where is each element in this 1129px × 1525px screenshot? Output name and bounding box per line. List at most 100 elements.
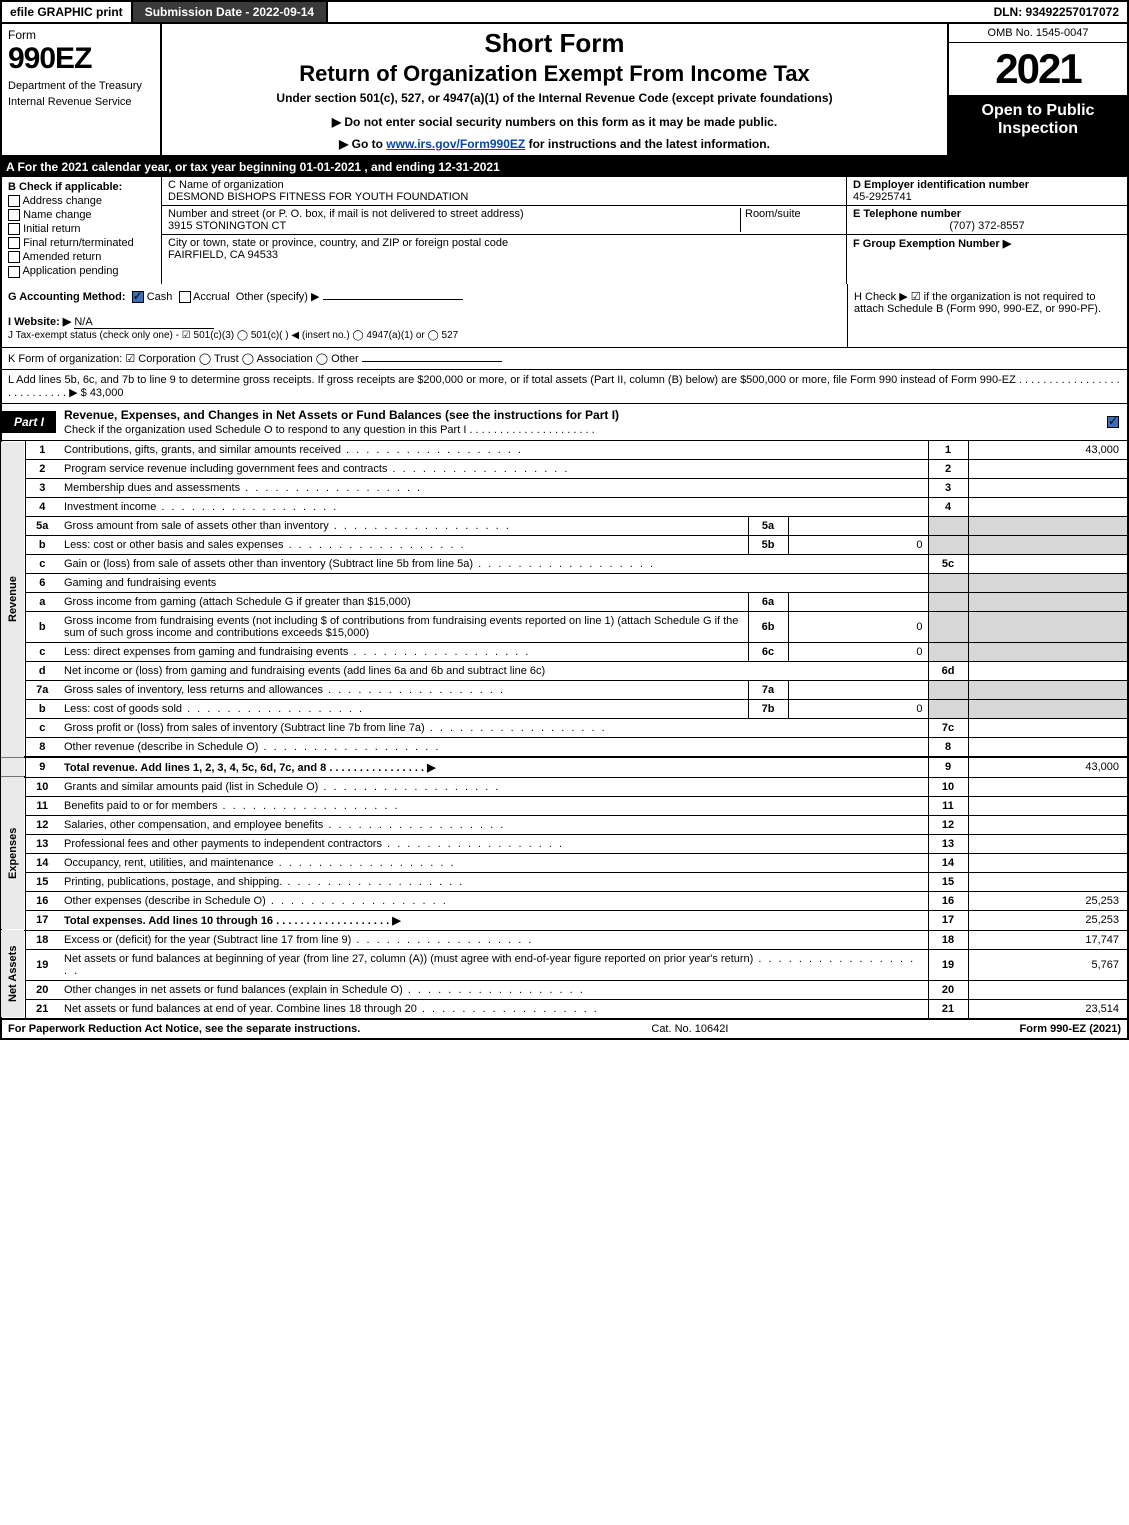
chk-name-change[interactable]: Name change <box>8 209 155 221</box>
g-other-input[interactable] <box>323 299 463 300</box>
table-row: 14 Occupancy, rent, utilities, and maint… <box>1 853 1128 872</box>
line-value <box>968 815 1128 834</box>
line-number: 16 <box>25 891 59 910</box>
shaded-cell <box>928 699 968 718</box>
line-value <box>968 459 1128 478</box>
header-right: OMB No. 1545-0047 2021 Open to Public In… <box>947 24 1127 155</box>
chk-final-return[interactable]: Final return/terminated <box>8 237 155 249</box>
line-number: 21 <box>25 999 59 1018</box>
g-cash: Cash <box>147 291 173 303</box>
checkbox-icon <box>8 209 20 221</box>
line-refnum: 4 <box>928 497 968 516</box>
box-j-text: J Tax-exempt status (check only one) - ☑… <box>8 330 458 341</box>
line-number: 13 <box>25 834 59 853</box>
line-desc: Net income or (loss) from gaming and fun… <box>64 665 545 677</box>
box-i-label: I Website: ▶ <box>8 316 71 328</box>
g-other: Other (specify) ▶ <box>236 291 320 303</box>
sub-refnum: 5a <box>748 516 788 535</box>
line-desc: Other revenue (describe in Schedule O) <box>64 741 440 753</box>
form-header: Form 990EZ Department of the Treasury In… <box>0 24 1129 157</box>
form-word: Form <box>8 28 154 42</box>
line-refnum: 16 <box>928 891 968 910</box>
sub-refnum: 6b <box>748 611 788 642</box>
line-desc: Printing, publications, postage, and shi… <box>64 876 464 888</box>
box-d-label: D Employer identification number <box>853 179 1029 191</box>
table-row: 19 Net assets or fund balances at beginn… <box>1 949 1128 980</box>
line-number: 1 <box>25 441 59 460</box>
checkbox-icon <box>8 195 20 207</box>
line-value: 17,747 <box>968 930 1128 949</box>
line-number: 17 <box>25 910 59 930</box>
checkbox-icon <box>8 237 20 249</box>
footer-right: Form 990-EZ (2021) <box>1020 1023 1121 1035</box>
line-desc: Membership dues and assessments <box>64 482 422 494</box>
chk-address-change[interactable]: Address change <box>8 195 155 207</box>
footer-mid: Cat. No. 10642I <box>360 1023 1019 1035</box>
line-value <box>968 872 1128 891</box>
revenue-side-label: Revenue <box>1 441 25 757</box>
return-of-title: Return of Organization Exempt From Incom… <box>170 61 939 87</box>
line-refnum: 5c <box>928 554 968 573</box>
part1-scho-checkbox[interactable] <box>1107 415 1127 429</box>
box-de: D Employer identification number 45-2925… <box>847 177 1127 284</box>
line-refnum: 3 <box>928 478 968 497</box>
shaded-cell <box>968 573 1128 592</box>
line-number: 8 <box>25 737 59 757</box>
line-number: 9 <box>25 757 59 778</box>
expenses-side-label: Expenses <box>1 777 25 930</box>
shaded-cell <box>968 699 1128 718</box>
table-row: 11 Benefits paid to or for members 11 <box>1 796 1128 815</box>
table-row: 12 Salaries, other compensation, and emp… <box>1 815 1128 834</box>
chk-label: Initial return <box>23 223 80 235</box>
line-desc: Salaries, other compensation, and employ… <box>64 819 505 831</box>
line-a: A For the 2021 calendar year, or tax yea… <box>0 157 1129 177</box>
line-number: 6 <box>25 573 59 592</box>
table-row: Expenses 10 Grants and similar amounts p… <box>1 777 1128 796</box>
go-to-link[interactable]: www.irs.gov/Form990EZ <box>386 137 525 151</box>
chk-label: Application pending <box>22 265 118 277</box>
sub-refnum: 6c <box>748 642 788 661</box>
dln-number: DLN: 93492257017072 <box>986 2 1127 22</box>
line-desc: Benefits paid to or for members <box>64 800 400 812</box>
table-row: 15 Printing, publications, postage, and … <box>1 872 1128 891</box>
line-desc: Investment income <box>64 501 338 513</box>
box-b-title-text: B Check if applicable: <box>8 181 122 193</box>
chk-initial-return[interactable]: Initial return <box>8 223 155 235</box>
k-other-input[interactable] <box>362 361 502 362</box>
g-accrual: Accrual <box>193 291 230 303</box>
line-number: c <box>25 718 59 737</box>
line-number: 11 <box>25 796 59 815</box>
box-l: L Add lines 5b, 6c, and 7b to line 9 to … <box>0 370 1129 404</box>
efile-print-label[interactable]: efile GRAPHIC print <box>2 2 133 22</box>
chk-amended-return[interactable]: Amended return <box>8 251 155 263</box>
line-number: 3 <box>25 478 59 497</box>
line-value <box>968 661 1128 680</box>
chk-application-pending[interactable]: Application pending <box>8 265 155 277</box>
box-l-value: 43,000 <box>90 387 124 399</box>
line-desc: Less: cost of goods sold <box>64 703 364 715</box>
empty-side <box>1 757 25 778</box>
table-row: d Net income or (loss) from gaming and f… <box>1 661 1128 680</box>
box-e: E Telephone number (707) 372-8557 <box>847 206 1127 235</box>
line-refnum: 21 <box>928 999 968 1018</box>
checkbox-checked-icon <box>1107 416 1119 428</box>
open-to-public: Open to Public Inspection <box>949 96 1127 155</box>
city-row: City or town, state or province, country… <box>162 235 846 263</box>
line-desc: Occupancy, rent, utilities, and maintena… <box>64 857 456 869</box>
line-number: b <box>25 611 59 642</box>
omb-number: OMB No. 1545-0047 <box>949 24 1127 43</box>
table-row: 2 Program service revenue including gove… <box>1 459 1128 478</box>
box-h: H Check ▶ ☑ if the organization is not r… <box>847 284 1127 347</box>
line-desc: Other changes in net assets or fund bala… <box>64 984 585 996</box>
line-refnum: 10 <box>928 777 968 796</box>
table-row: 3 Membership dues and assessments 3 <box>1 478 1128 497</box>
line-refnum: 2 <box>928 459 968 478</box>
checkbox-icon <box>8 266 20 278</box>
line-number: c <box>25 554 59 573</box>
table-row: 8 Other revenue (describe in Schedule O)… <box>1 737 1128 757</box>
box-c-label: C Name of organization <box>168 179 284 191</box>
table-row: c Gain or (loss) from sale of assets oth… <box>1 554 1128 573</box>
line-number: 2 <box>25 459 59 478</box>
line-refnum: 12 <box>928 815 968 834</box>
table-row: 4 Investment income 4 <box>1 497 1128 516</box>
